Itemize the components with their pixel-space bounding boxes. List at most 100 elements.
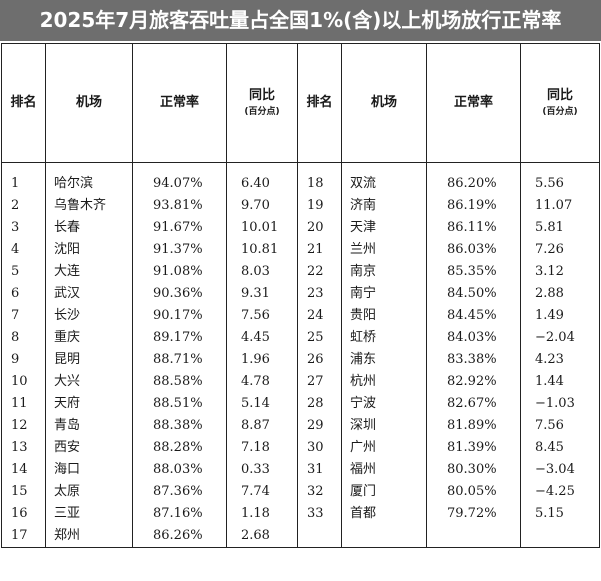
rank-cell: 11 xyxy=(1,393,46,415)
table-row: 7 长沙 90.17% 7.56 24 贵阳 84.45% 1.49 xyxy=(1,305,600,327)
rank-cell: 4 xyxy=(1,239,46,261)
table-row: 2 乌鲁木齐 93.81% 9.70 19 济南 86.19% 11.07 xyxy=(1,195,600,217)
airport-cell: 乌鲁木齐 xyxy=(45,195,133,217)
punctuality-table: 排名 机场 正常率 同比 (百分点) 排名 机场 正常率 同比 (百分点) 1 哈尔滨… xyxy=(1,43,600,548)
rank-cell: 29 xyxy=(297,415,342,437)
rank-cell: 18 xyxy=(297,162,342,195)
rate-cell: 81.39% xyxy=(426,437,521,459)
airport-cell: 天津 xyxy=(341,217,427,239)
table-row: 5 大连 91.08% 8.03 22 南京 85.35% 3.12 xyxy=(1,261,600,283)
rank-cell: 30 xyxy=(297,437,342,459)
table-row: 12 青岛 88.38% 8.87 29 深圳 81.89% 7.56 xyxy=(1,415,600,437)
rate-cell xyxy=(426,525,521,548)
rank-cell: 13 xyxy=(1,437,46,459)
airport-cell: 长沙 xyxy=(45,305,133,327)
yoy-cell: 6.40 xyxy=(226,162,298,195)
airport-cell: 广州 xyxy=(341,437,427,459)
rate-cell: 86.20% xyxy=(426,162,521,195)
rate-cell: 80.30% xyxy=(426,459,521,481)
header-airport: 机场 xyxy=(341,43,427,163)
header-rate: 正常率 xyxy=(132,43,227,163)
airport-cell: 福州 xyxy=(341,459,427,481)
rate-cell: 88.58% xyxy=(132,371,227,393)
yoy-cell: 1.18 xyxy=(226,503,298,525)
rate-cell: 84.03% xyxy=(426,327,521,349)
rank-cell: 3 xyxy=(1,217,46,239)
airport-cell: 太原 xyxy=(45,481,133,503)
rate-cell: 88.03% xyxy=(132,459,227,481)
airport-cell: 郑州 xyxy=(45,525,133,548)
header-rank: 排名 xyxy=(1,43,46,163)
yoy-cell: 5.81 xyxy=(520,217,600,239)
airport-cell: 杭州 xyxy=(341,371,427,393)
rate-cell: 88.38% xyxy=(132,415,227,437)
table-row: 9 昆明 88.71% 1.96 26 浦东 83.38% 4.23 xyxy=(1,349,600,371)
yoy-cell: 9.31 xyxy=(226,283,298,305)
airport-cell xyxy=(341,525,427,548)
yoy-cell: 8.45 xyxy=(520,437,600,459)
yoy-cell: 4.78 xyxy=(226,371,298,393)
rate-cell: 86.26% xyxy=(132,525,227,548)
rank-cell: 9 xyxy=(1,349,46,371)
yoy-cell xyxy=(520,525,600,548)
rank-cell: 31 xyxy=(297,459,342,481)
header-rank: 排名 xyxy=(297,43,342,163)
header-rate: 正常率 xyxy=(426,43,521,163)
rank-cell: 12 xyxy=(1,415,46,437)
yoy-cell: 7.26 xyxy=(520,239,600,261)
rate-cell: 82.92% xyxy=(426,371,521,393)
rank-cell: 27 xyxy=(297,371,342,393)
rank-cell: 33 xyxy=(297,503,342,525)
rank-cell: 25 xyxy=(297,327,342,349)
airport-cell: 天府 xyxy=(45,393,133,415)
rate-cell: 87.16% xyxy=(132,503,227,525)
yoy-cell: 10.81 xyxy=(226,239,298,261)
table-row: 16 三亚 87.16% 1.18 33 首都 79.72% 5.15 xyxy=(1,503,600,525)
rate-cell: 84.45% xyxy=(426,305,521,327)
airport-cell: 南京 xyxy=(341,261,427,283)
rank-cell: 21 xyxy=(297,239,342,261)
rank-cell: 19 xyxy=(297,195,342,217)
rank-cell: 10 xyxy=(1,371,46,393)
table-row: 1 哈尔滨 94.07% 6.40 18 双流 86.20% 5.56 xyxy=(1,162,600,195)
rank-cell: 32 xyxy=(297,481,342,503)
rank-cell: 7 xyxy=(1,305,46,327)
yoy-cell: 7.18 xyxy=(226,437,298,459)
airport-cell: 昆明 xyxy=(45,349,133,371)
yoy-cell: −4.25 xyxy=(520,481,600,503)
header-yoy: 同比 (百分点) xyxy=(226,43,298,163)
table-row: 10 大兴 88.58% 4.78 27 杭州 82.92% 1.44 xyxy=(1,371,600,393)
rate-cell: 90.36% xyxy=(132,283,227,305)
rank-cell: 22 xyxy=(297,261,342,283)
airport-cell: 兰州 xyxy=(341,239,427,261)
rank-cell: 1 xyxy=(1,162,46,195)
rank-cell: 20 xyxy=(297,217,342,239)
airport-cell: 重庆 xyxy=(45,327,133,349)
rank-cell: 2 xyxy=(1,195,46,217)
page-title: 2025年7月旅客吞吐量占全国1%(含)以上机场放行正常率 xyxy=(0,0,601,41)
rank-cell xyxy=(297,525,342,548)
rate-cell: 83.38% xyxy=(426,349,521,371)
rate-cell: 86.19% xyxy=(426,195,521,217)
airport-cell: 虹桥 xyxy=(341,327,427,349)
table-row: 8 重庆 89.17% 4.45 25 虹桥 84.03% −2.04 xyxy=(1,327,600,349)
airport-cell: 双流 xyxy=(341,162,427,195)
yoy-cell: 3.12 xyxy=(520,261,600,283)
airport-cell: 贵阳 xyxy=(341,305,427,327)
yoy-cell: 0.33 xyxy=(226,459,298,481)
yoy-cell: −3.04 xyxy=(520,459,600,481)
rate-cell: 91.67% xyxy=(132,217,227,239)
yoy-cell: 2.68 xyxy=(226,525,298,548)
yoy-cell: −1.03 xyxy=(520,393,600,415)
rate-cell: 94.07% xyxy=(132,162,227,195)
table-header-row: 排名 机场 正常率 同比 (百分点) 排名 机场 正常率 同比 (百分点) xyxy=(1,43,600,163)
table-row: 14 海口 88.03% 0.33 31 福州 80.30% −3.04 xyxy=(1,459,600,481)
airport-cell: 哈尔滨 xyxy=(45,162,133,195)
yoy-cell: 5.56 xyxy=(520,162,600,195)
airport-cell: 大兴 xyxy=(45,371,133,393)
rank-cell: 8 xyxy=(1,327,46,349)
table-row: 6 武汉 90.36% 9.31 23 南宁 84.50% 2.88 xyxy=(1,283,600,305)
rate-cell: 80.05% xyxy=(426,481,521,503)
yoy-cell: 8.03 xyxy=(226,261,298,283)
yoy-cell: 5.14 xyxy=(226,393,298,415)
